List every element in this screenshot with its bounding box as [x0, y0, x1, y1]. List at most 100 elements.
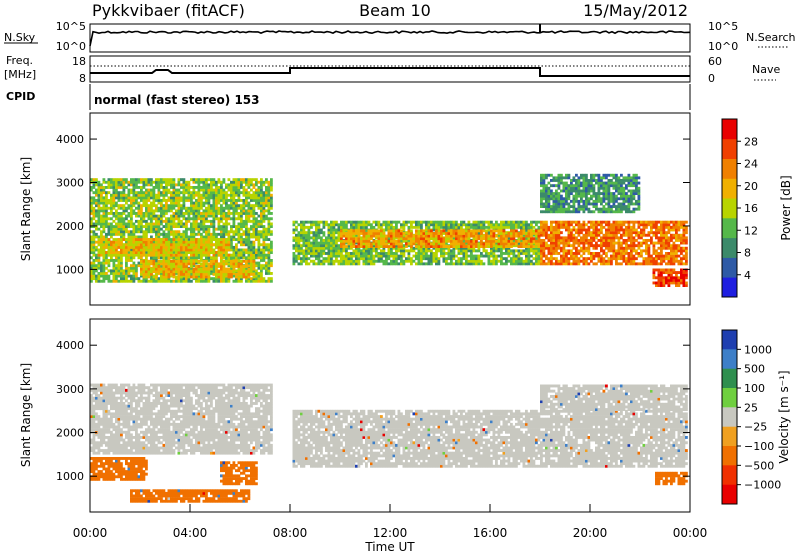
power-cell — [257, 266, 261, 270]
power-cell — [105, 261, 108, 265]
power-cell — [97, 206, 101, 210]
power-cell — [235, 279, 238, 283]
power-cell — [262, 235, 266, 239]
power-cell — [325, 252, 328, 255]
power-cell — [442, 239, 446, 243]
power-cell — [200, 219, 203, 223]
power-cell — [170, 266, 173, 270]
power-cell — [347, 259, 351, 263]
power-cell — [357, 239, 361, 243]
power-cell — [267, 191, 271, 195]
power-cell — [177, 262, 181, 266]
power-cell — [232, 274, 236, 278]
power-cell — [437, 259, 441, 263]
power-cell — [447, 232, 451, 235]
power-cell — [257, 272, 261, 275]
power-cell — [465, 249, 468, 253]
power-cell — [372, 234, 376, 238]
power-cell — [380, 232, 383, 235]
power-cell — [155, 178, 158, 182]
power-cell — [245, 248, 248, 252]
power-cell — [342, 239, 346, 243]
power-cell — [155, 222, 158, 226]
power-cell — [232, 235, 236, 239]
power-cell — [202, 272, 206, 276]
power-cell — [225, 277, 228, 281]
power-cell — [162, 277, 166, 281]
power-cell — [197, 206, 201, 210]
power-cell — [132, 243, 136, 247]
power-cell — [152, 240, 156, 244]
power-cell — [452, 234, 456, 238]
power-cell — [90, 199, 93, 202]
power-cell — [465, 254, 468, 258]
power-cell — [332, 233, 336, 237]
power-cell — [407, 225, 411, 229]
power-cell — [160, 214, 163, 218]
power-cell — [185, 267, 188, 271]
power-cell — [400, 234, 403, 238]
power-cell — [225, 251, 228, 254]
power-cell — [460, 242, 463, 246]
power-cell — [125, 245, 128, 249]
power-cell — [342, 223, 346, 227]
power-cell — [445, 252, 448, 255]
power-cell — [492, 229, 496, 233]
power-cell — [182, 225, 186, 228]
power-cell — [212, 248, 216, 252]
power-cell — [162, 232, 166, 236]
power-cell — [205, 262, 208, 266]
power-cell — [170, 251, 173, 254]
power-cell — [235, 251, 238, 254]
power-cell — [452, 242, 456, 246]
power-cell — [535, 229, 538, 233]
power-cell — [245, 180, 248, 184]
power-cell — [192, 225, 196, 228]
power-cell — [265, 266, 268, 270]
power-cell — [380, 225, 383, 229]
power-cell — [342, 246, 346, 250]
power-cell — [177, 275, 181, 279]
power-cell — [452, 252, 456, 255]
power-cell — [102, 225, 106, 228]
power-cell — [225, 245, 228, 249]
power-cell — [360, 242, 363, 246]
power-cell — [160, 259, 163, 263]
power-cell — [127, 219, 131, 223]
power-cell — [220, 265, 223, 268]
power-cell — [195, 251, 198, 254]
power-cell — [200, 186, 203, 189]
power-cell — [397, 229, 401, 233]
power-cell — [160, 209, 163, 213]
power-cell — [475, 249, 478, 253]
power-cell — [130, 243, 133, 247]
power-cell — [207, 272, 211, 275]
power-cell — [210, 196, 213, 200]
power-cell — [137, 253, 141, 257]
power-cell — [110, 209, 113, 213]
power-cell — [252, 225, 256, 228]
power-cell — [517, 257, 521, 261]
power-cell — [447, 245, 451, 248]
power-cell — [220, 186, 223, 189]
power-cell — [185, 225, 188, 228]
power-cell — [135, 178, 138, 182]
power-cell — [127, 204, 131, 208]
power-cell — [532, 262, 536, 266]
power-cell — [470, 245, 473, 248]
power-cell — [212, 196, 216, 200]
power-cell — [305, 236, 308, 240]
power-cell — [142, 230, 146, 234]
power-cell — [450, 242, 453, 246]
power-cell — [150, 240, 153, 244]
power-cell — [400, 246, 403, 250]
power-cell — [185, 183, 188, 187]
power-cell — [215, 265, 218, 268]
power-cell — [192, 204, 196, 208]
power-cell — [452, 246, 456, 250]
power-cell — [495, 245, 498, 248]
power-cell — [490, 252, 493, 255]
power-cell — [432, 234, 436, 238]
power-cell — [145, 232, 148, 236]
power-cell — [477, 234, 481, 238]
